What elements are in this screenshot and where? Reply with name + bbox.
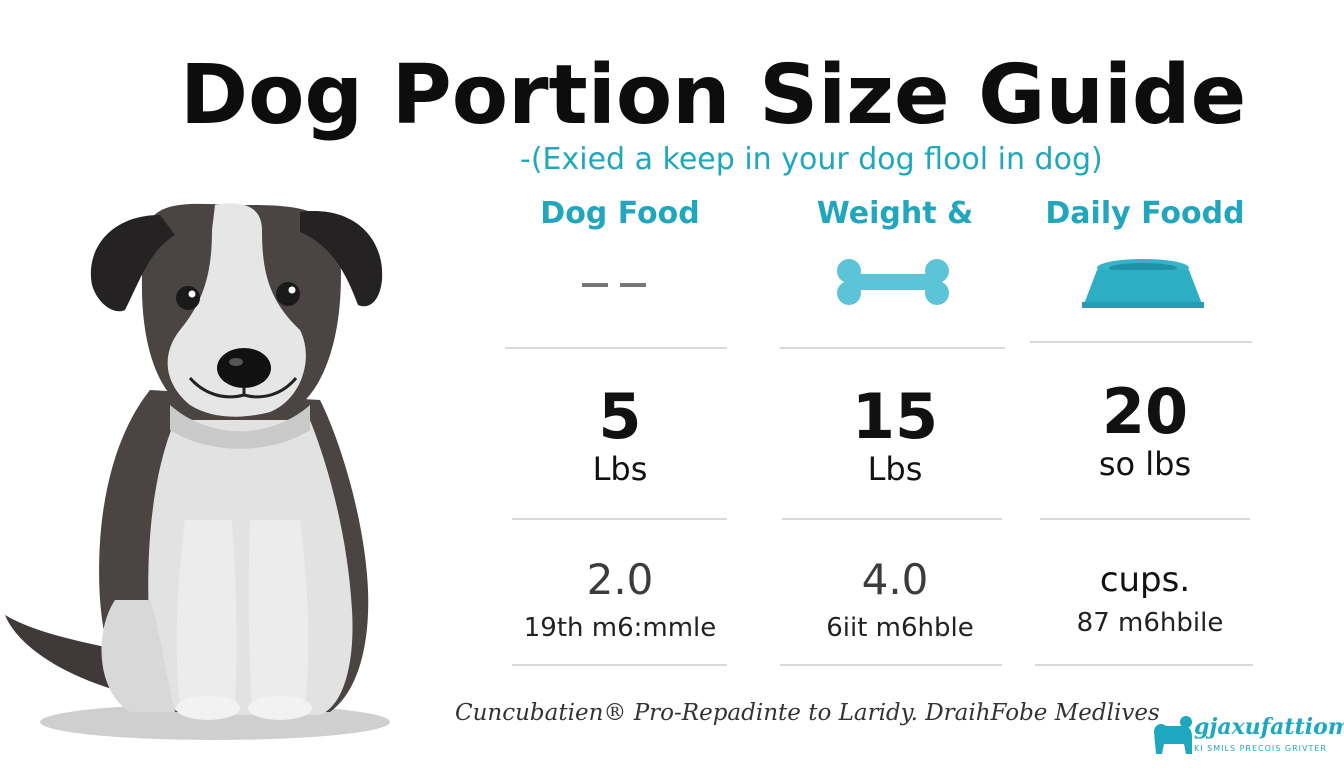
divider (1035, 664, 1253, 666)
weight-value: 20 (1101, 375, 1189, 448)
brand-tagline: KI SMILS PRECOIS GRIVTER (1194, 744, 1327, 753)
brand-logo: gjaxufattiom KI SMILS PRECOIS GRIVTER (1150, 712, 1344, 764)
weight-value: 5 (598, 380, 642, 453)
divider (512, 518, 727, 520)
weight-unit: so lbs (1098, 445, 1192, 483)
divider (505, 347, 727, 349)
page-title: Dog Portion Size Guide (180, 48, 1247, 143)
divider (1040, 518, 1250, 520)
dog-logo-icon (1154, 716, 1192, 754)
amount-value: 2.0 (586, 555, 654, 604)
divider (780, 347, 1005, 349)
column-header-dog-food: Dog Food (540, 196, 700, 231)
amount-note: 87 m6hbile (1076, 608, 1224, 638)
divider (1030, 341, 1252, 343)
footer-note: Cuncubatien® Pro-Repadinte to Laridy. Dr… (455, 700, 1160, 726)
dog-illustration (5, 203, 390, 740)
weight-unit: Lbs (592, 450, 648, 488)
weight-unit: Lbs (867, 450, 923, 488)
page-subtitle: -(Exied a keep in your dog flool in dog) (520, 142, 1103, 177)
amount-value: cups. (1099, 560, 1191, 600)
divider (782, 518, 1002, 520)
amount-note: 19th m6:mmle (523, 613, 717, 643)
amount-note: 6iit m6hble (826, 613, 974, 643)
divider (780, 664, 1002, 666)
column-header-daily-food: Daily Foodd (1045, 196, 1245, 231)
amount-value: 4.0 (861, 555, 929, 604)
weight-value: 15 (851, 380, 939, 453)
bone-icon (837, 259, 949, 305)
bowl-icon (1082, 259, 1204, 308)
brand-name: gjaxufattiom (1194, 714, 1344, 740)
column-header-weight: Weight & (816, 196, 974, 231)
dash-icon (582, 283, 646, 287)
divider (512, 664, 727, 666)
